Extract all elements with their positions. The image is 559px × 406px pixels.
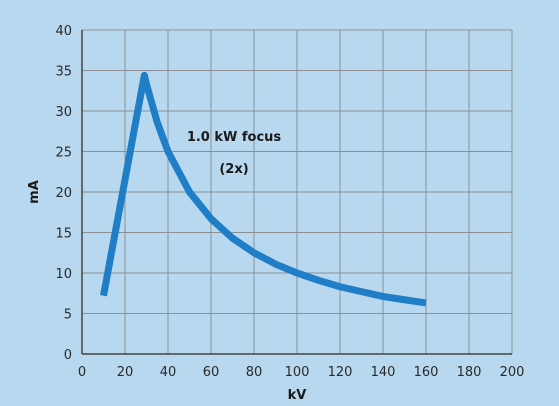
y-tick-label: 5 [64,308,72,323]
y-tick-label: 15 [55,227,72,242]
series-line [100,71,427,307]
x-tick-label: 100 [285,365,310,380]
x-tick-label: 60 [203,365,220,380]
y-tick-label: 30 [55,105,72,120]
y-tick-label: 40 [55,24,72,39]
x-tick-label: 80 [246,365,263,380]
x-tick-label: 160 [414,365,439,380]
x-tick-label: 180 [457,365,482,380]
y-axis-title: mA [27,180,42,204]
x-tick-label: 0 [78,365,86,380]
y-tick-label: 35 [55,65,72,80]
x-tick-label: 120 [328,365,353,380]
grid [81,29,513,355]
x-tick-label: 20 [117,365,134,380]
annotation-line-1: 1.0 kW focus [187,130,282,145]
x-tick-label: 200 [500,365,525,380]
annotation-line-2: (2x) [219,162,248,177]
y-tick-label: 0 [64,348,72,363]
y-tick-label: 25 [55,146,72,161]
y-tick-label: 10 [55,267,72,282]
tick-labels: 0 20 40 60 80 100 120 140 160 180 200 0 5 10 15 20 25 30 3… [55,24,524,380]
x-axis-title: kV [288,388,307,403]
x-tick-label: 140 [371,365,396,380]
y-tick-label: 20 [55,186,72,201]
x-tick-label: 40 [160,365,177,380]
